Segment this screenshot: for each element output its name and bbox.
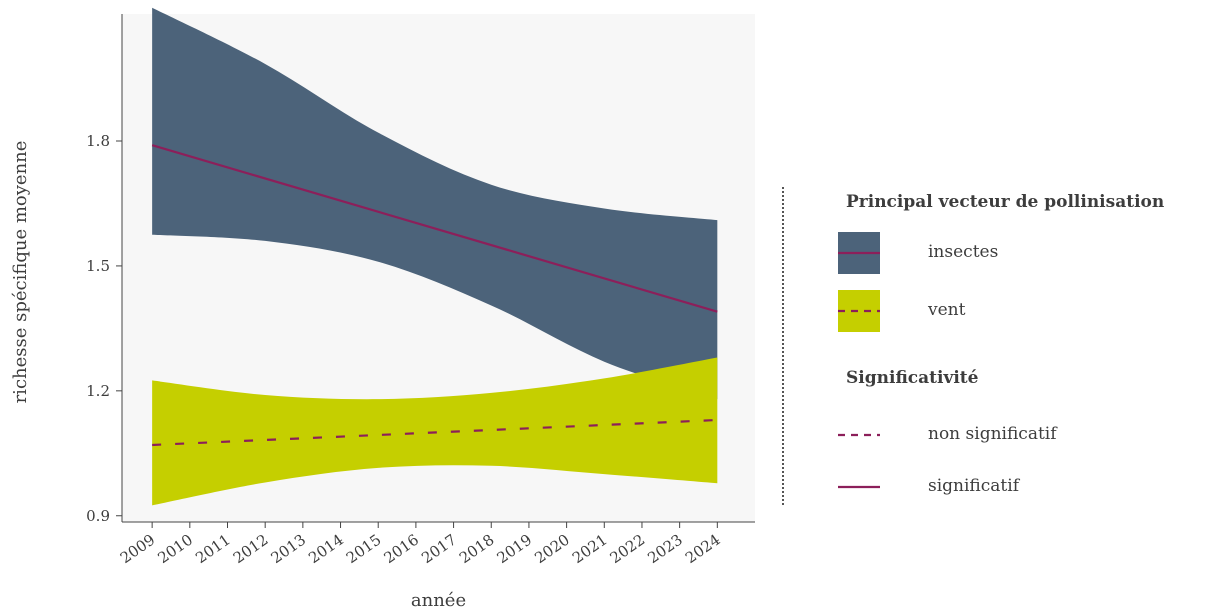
x-axis-ticks: 2009201020112012201320142015201620172018… xyxy=(117,522,724,567)
y-tick-label: 1.5 xyxy=(86,257,110,275)
x-tick-label: 2015 xyxy=(343,531,385,568)
legend: Principal vecteur de pollinisation insec… xyxy=(782,182,1212,505)
x-tick-label: 2010 xyxy=(155,531,197,568)
x-tick-label: 2016 xyxy=(381,531,423,568)
x-tick-label: 2011 xyxy=(192,531,234,568)
y-tick-label: 1.2 xyxy=(86,382,110,400)
x-tick-label: 2018 xyxy=(456,531,498,568)
y-tick-label: 1.8 xyxy=(86,132,110,150)
y-axis-title: richesse spécifique moyenne xyxy=(10,141,31,404)
legend-item-non-significatif: non significatif xyxy=(838,414,1198,456)
x-tick-label: 2022 xyxy=(607,531,649,568)
x-tick-label: 2019 xyxy=(494,531,536,568)
legend-label-non-significatif: non significatif xyxy=(928,424,1057,444)
x-tick-label: 2017 xyxy=(418,531,460,568)
legend-key-insectes xyxy=(838,232,880,274)
legend-title-significance: Significativité xyxy=(846,368,979,388)
y-axis-ticks: 0.9 1.2 1.5 1.8 xyxy=(86,132,122,525)
legend-label-significatif: significatif xyxy=(928,476,1019,496)
y-tick-label: 0.9 xyxy=(86,507,110,525)
legend-item-vent: vent xyxy=(838,290,1198,332)
x-tick-label: 2014 xyxy=(305,531,347,568)
trend-line-vent xyxy=(152,418,718,447)
x-tick-label: 2013 xyxy=(268,531,310,568)
x-tick-label: 2009 xyxy=(117,531,159,568)
x-tick-label: 2021 xyxy=(569,531,611,568)
legend-key-significatif xyxy=(838,485,880,489)
legend-label-vent: vent xyxy=(928,300,966,320)
legend-key-non-significatif xyxy=(838,433,880,437)
legend-key-vent xyxy=(838,290,880,332)
x-axis-title: année xyxy=(411,590,466,611)
ribbon-insectes xyxy=(152,7,718,400)
legend-item-significatif: significatif xyxy=(838,466,1198,508)
legend-title-vector: Principal vecteur de pollinisation xyxy=(846,192,1165,212)
x-tick-label: 2012 xyxy=(230,531,272,568)
trend-lines xyxy=(151,144,718,447)
legend-label-insectes: insectes xyxy=(928,242,999,262)
legend-separator xyxy=(782,187,784,505)
x-tick-label: 2020 xyxy=(531,531,573,568)
x-tick-label: 2024 xyxy=(682,531,724,568)
x-tick-label: 2023 xyxy=(644,531,686,568)
trend-line-insectes xyxy=(151,144,718,313)
legend-item-insectes: insectes xyxy=(838,232,1198,274)
